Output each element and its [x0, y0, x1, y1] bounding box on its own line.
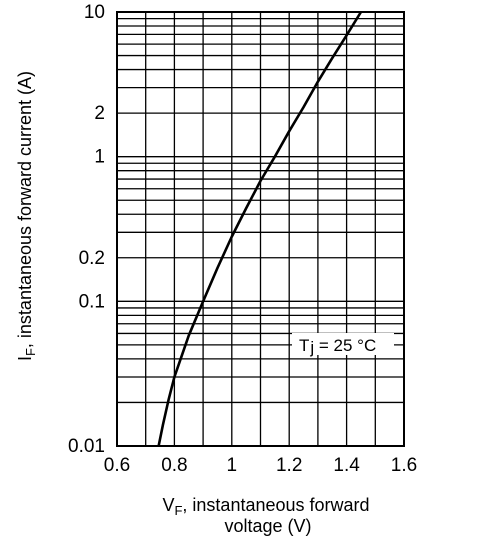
x-tick-label: 0.8: [161, 455, 187, 476]
x-tick-label: 1.6: [391, 455, 417, 476]
y-tick-label: 1: [94, 147, 105, 168]
x-axis-label-line1: VF, instantaneous forward: [162, 495, 369, 518]
x-axis-label-v: V: [162, 495, 174, 515]
x-axis-label-sub: F: [174, 503, 182, 518]
y-tick-label: 0.01: [68, 436, 105, 457]
y-tick-label: 2: [94, 103, 105, 124]
x-axis-label-rest: , instantaneous forward: [182, 495, 369, 515]
series-line: [157, 11, 363, 447]
annotation-rest: = 25 °C: [314, 336, 376, 355]
annotation-box: [292, 333, 394, 355]
plot-frame: [116, 11, 405, 447]
annotation-j: j: [309, 338, 314, 357]
y-tick-label: 0.2: [79, 248, 105, 269]
y-tick-labels: 10 2 1 0.2 0.1 0.01: [68, 2, 105, 457]
y-tick-label: 10: [84, 2, 105, 23]
y-axis-label-i: I: [15, 356, 35, 361]
x-tick-label: 0.6: [104, 455, 130, 476]
x-axis-label-line2: voltage (V): [224, 516, 311, 536]
grid-lines: [117, 12, 404, 446]
annotation-t: T: [299, 336, 309, 355]
y-axis-label-sub: F: [23, 348, 38, 356]
x-tick-label: 1.2: [276, 455, 302, 476]
y-axis-label-rest: , instantaneous forward current (A): [15, 71, 35, 348]
y-axis-label: IF, instantaneous forward current (A): [15, 71, 38, 361]
x-tick-label: 1: [227, 455, 238, 476]
x-tick-label: 1.4: [333, 455, 360, 476]
y-tick-label: 0.1: [79, 291, 105, 312]
annotation-text: Tj = 25 °C: [299, 336, 376, 357]
x-tick-labels: 0.6 0.8 1 1.2 1.4 1.6: [104, 455, 417, 476]
